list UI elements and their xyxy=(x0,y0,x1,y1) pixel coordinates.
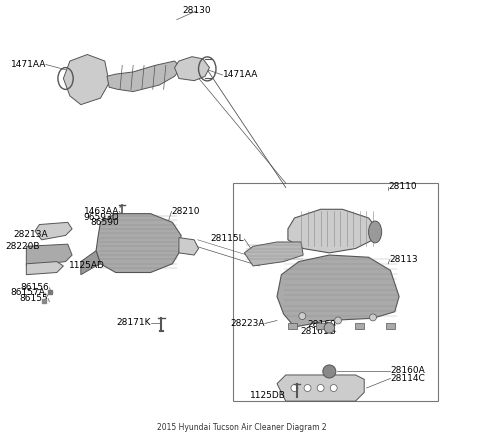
Polygon shape xyxy=(179,238,199,255)
Polygon shape xyxy=(107,61,181,92)
Circle shape xyxy=(323,365,336,378)
Text: 86156: 86156 xyxy=(21,283,49,292)
Text: 86157A: 86157A xyxy=(10,289,45,297)
Polygon shape xyxy=(175,57,209,81)
Text: 1471AA: 1471AA xyxy=(11,60,46,69)
Text: 28220B: 28220B xyxy=(5,242,40,251)
Polygon shape xyxy=(63,54,109,105)
Text: 28160: 28160 xyxy=(307,320,336,329)
Text: 28113: 28113 xyxy=(389,255,418,264)
Circle shape xyxy=(299,313,306,320)
Text: 86590: 86590 xyxy=(90,218,119,227)
Polygon shape xyxy=(277,375,364,401)
Text: 28114C: 28114C xyxy=(390,374,425,383)
Text: 28110: 28110 xyxy=(388,182,417,191)
Polygon shape xyxy=(244,242,303,266)
Polygon shape xyxy=(96,214,181,272)
Text: 2015 Hyundai Tucson Air Cleaner Diagram 2: 2015 Hyundai Tucson Air Cleaner Diagram … xyxy=(157,422,327,432)
Bar xyxy=(233,183,438,401)
Text: 1463AA: 1463AA xyxy=(84,207,119,216)
Text: 28160A: 28160A xyxy=(390,366,425,375)
Text: 28213A: 28213A xyxy=(13,230,48,239)
Text: 28171K: 28171K xyxy=(116,318,151,327)
Text: 1125AD: 1125AD xyxy=(69,261,105,269)
Bar xyxy=(316,323,325,329)
Bar xyxy=(386,323,395,329)
Text: 28223A: 28223A xyxy=(230,319,265,328)
Text: 1125DB: 1125DB xyxy=(250,391,286,400)
Circle shape xyxy=(304,385,311,392)
Polygon shape xyxy=(288,209,377,253)
Text: 86155: 86155 xyxy=(19,294,48,303)
Text: 28161G: 28161G xyxy=(300,327,336,336)
Circle shape xyxy=(370,314,376,321)
Text: 96593D: 96593D xyxy=(84,213,119,221)
Text: 28210: 28210 xyxy=(171,207,200,216)
Polygon shape xyxy=(26,262,63,275)
Ellipse shape xyxy=(369,221,382,243)
Circle shape xyxy=(317,385,324,392)
Polygon shape xyxy=(81,251,100,275)
Circle shape xyxy=(324,323,335,333)
Text: 28115L: 28115L xyxy=(211,235,244,243)
Bar xyxy=(356,323,364,329)
Circle shape xyxy=(330,385,337,392)
Circle shape xyxy=(291,385,298,392)
Text: 1471AA: 1471AA xyxy=(223,71,258,79)
Text: 28130: 28130 xyxy=(182,7,211,15)
Polygon shape xyxy=(277,255,399,327)
Bar xyxy=(288,323,297,329)
Circle shape xyxy=(335,317,342,324)
Polygon shape xyxy=(35,222,72,240)
Polygon shape xyxy=(26,244,72,266)
